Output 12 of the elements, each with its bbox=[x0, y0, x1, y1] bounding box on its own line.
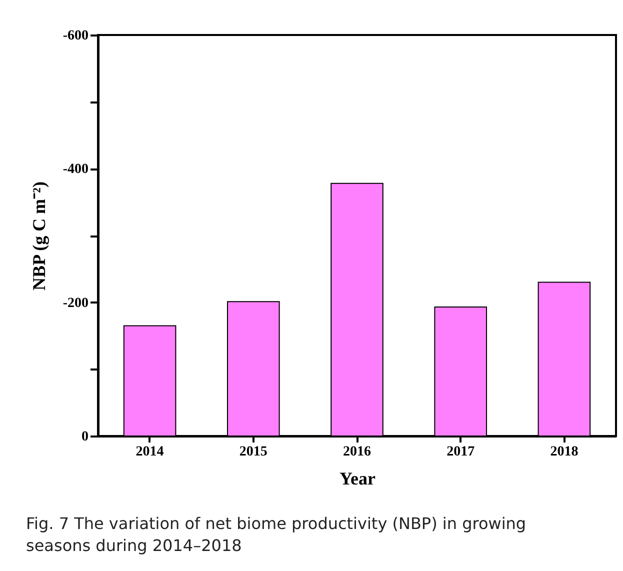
y-axis-title: NBP (g C m⁻²) bbox=[28, 182, 49, 290]
x-tick-label: 2015 bbox=[239, 444, 268, 460]
caption: Fig. 7 The variation of net biome productivity (NBP) in growing seasons during 2014–2018 bbox=[26, 513, 528, 556]
y-tick-label: -600 bbox=[62, 28, 88, 44]
x-tick-label: 2016 bbox=[343, 444, 371, 460]
x-tick-label: 2014 bbox=[136, 444, 164, 460]
y-tick-label: 0 bbox=[82, 430, 88, 444]
y-tick-label: -200 bbox=[62, 296, 88, 311]
x-tick-label: 2018 bbox=[550, 444, 578, 460]
x-axis-title: Year bbox=[340, 468, 376, 488]
y-tick-label: -400 bbox=[62, 162, 88, 178]
x-tick-label: 2017 bbox=[446, 444, 475, 460]
